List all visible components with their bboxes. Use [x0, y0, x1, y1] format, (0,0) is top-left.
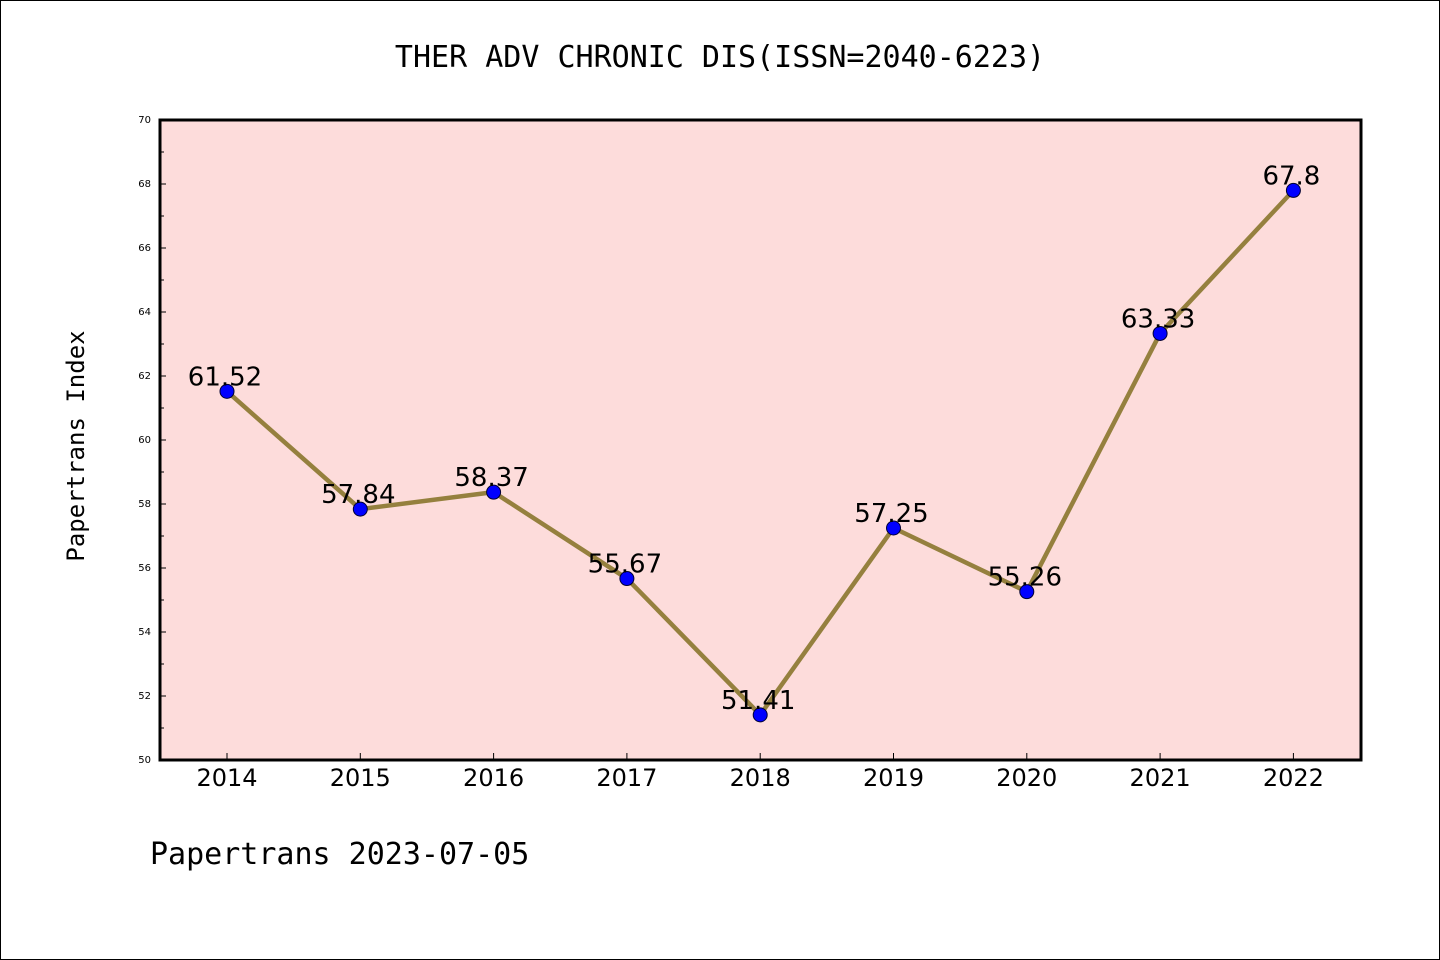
chart-title: THER ADV CHRONIC DIS(ISSN=2040-6223): [395, 40, 1045, 75]
y-tick-label-64: 64: [138, 307, 151, 318]
x-tick-label-2017: 2017: [596, 764, 657, 792]
x-tick-label-2021: 2021: [1130, 764, 1191, 792]
x-tick-label-2019: 2019: [863, 764, 924, 792]
data-point-2017: [619, 571, 635, 587]
data-label-group: 61.52 57.84 58.37 55.67 51.41 57.25 55.26 63.33…: [188, 161, 1321, 715]
data-point-2014: [219, 383, 235, 399]
data-point-2016: [486, 484, 502, 500]
data-label-2018: 51.41: [721, 686, 795, 716]
y-axis: 50 52 54 56 58 60 62 64 66 68 70: [138, 115, 166, 766]
plot-area: [160, 120, 1361, 760]
x-tick-label-2022: 2022: [1263, 764, 1324, 792]
y-tick-label-50: 50: [138, 755, 151, 766]
y-axis-label: Papertrans Index: [62, 330, 90, 561]
y-tick-label-58: 58: [138, 499, 151, 510]
x-axis: 2014 2015 2016 2017 2018 2019 2020 2021 2022: [196, 753, 1324, 792]
data-point-2015: [352, 501, 368, 517]
x-tick-label-2015: 2015: [330, 764, 391, 792]
data-label-2014: 61.52: [188, 362, 262, 392]
data-label-2019: 57.25: [854, 499, 928, 529]
x-tick-label-2020: 2020: [996, 764, 1057, 792]
data-label-2021: 63.33: [1121, 304, 1195, 334]
data-point-2021: [1152, 325, 1168, 341]
data-label-2016: 58.37: [454, 463, 528, 493]
y-tick-label-66: 66: [138, 243, 151, 254]
data-point-2019: [886, 520, 901, 536]
x-tick-label-2016: 2016: [463, 764, 524, 792]
y-tick-label-56: 56: [138, 563, 151, 574]
y-tick-label-52: 52: [138, 691, 151, 702]
series-line-group: [219, 182, 1301, 723]
y-tick-label-68: 68: [138, 179, 151, 190]
data-label-2022: 67.8: [1262, 161, 1320, 191]
y-tick-label-62: 62: [138, 371, 151, 382]
data-label-2017: 55.67: [588, 550, 662, 580]
data-label-2020: 55.26: [988, 563, 1062, 593]
data-point-2018: [752, 707, 768, 723]
y-tick-label-60: 60: [138, 435, 151, 446]
data-point-2022: [1285, 182, 1301, 198]
plot-border: [158, 118, 1363, 762]
y-tick-label-70: 70: [138, 115, 151, 126]
x-tick-label-2014: 2014: [196, 764, 257, 792]
data-label-2015: 57.84: [321, 480, 395, 510]
data-point-2020: [1019, 584, 1035, 600]
footer-text: Papertrans 2023-07-05: [150, 837, 529, 872]
y-tick-label-54: 54: [138, 627, 151, 638]
x-tick-label-2018: 2018: [730, 764, 791, 792]
